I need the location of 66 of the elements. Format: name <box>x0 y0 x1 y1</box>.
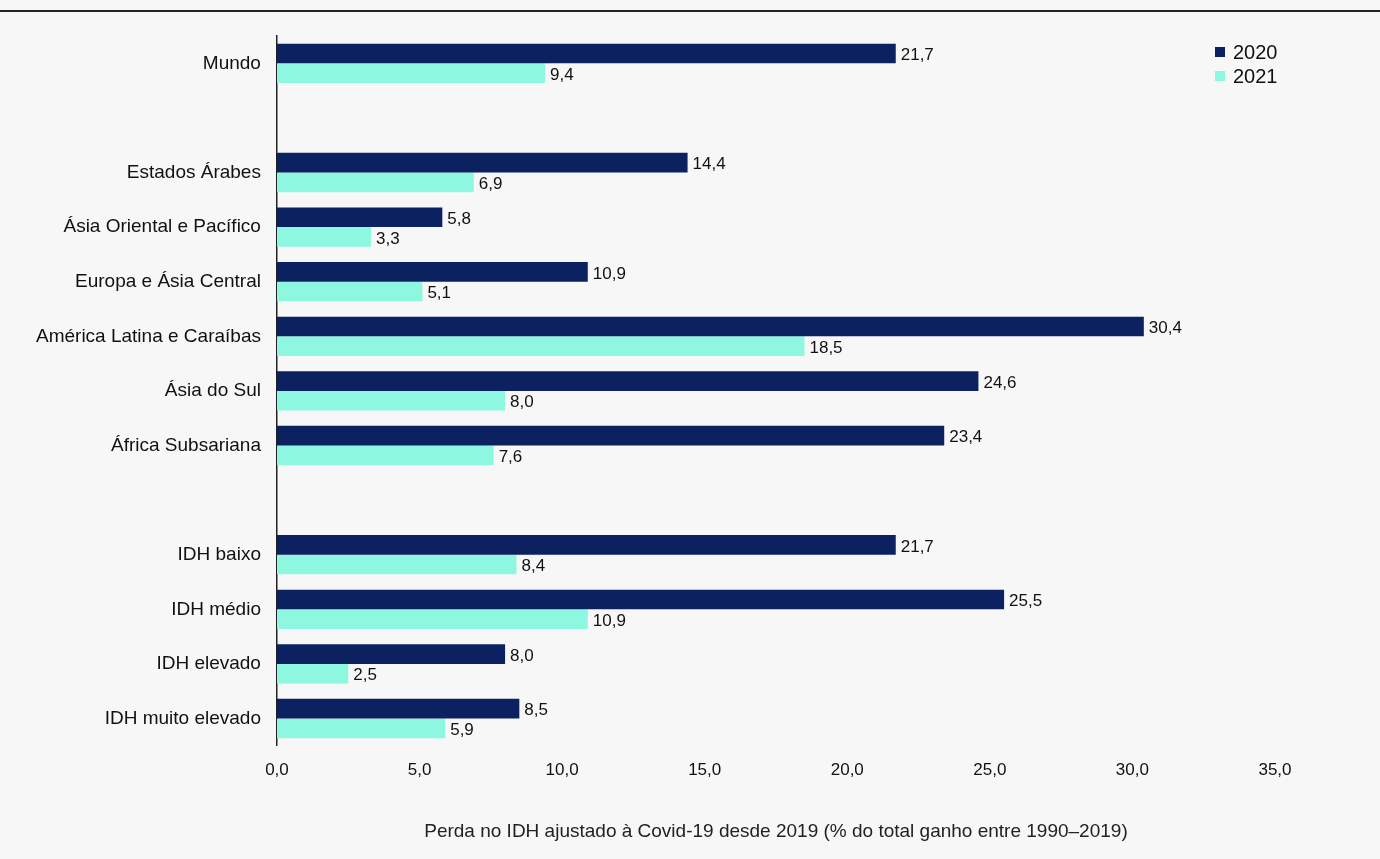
data-label: 5,1 <box>427 283 452 303</box>
data-label: 7,6 <box>498 447 523 467</box>
bar <box>276 316 1144 337</box>
y-tick-label: Ásia Oriental e Pacífico <box>63 215 261 237</box>
data-label: 21,7 <box>900 536 934 556</box>
bar <box>276 554 517 575</box>
y-tick-label: Ásia do Sul <box>164 379 261 401</box>
data-label: 23,4 <box>949 427 983 447</box>
data-label: 21,7 <box>900 45 934 65</box>
y-tick-label: América Latina e Caraíbas <box>35 324 261 346</box>
y-tick-label: Mundo <box>202 51 261 73</box>
x-tick-label: 35,0 <box>1258 759 1292 779</box>
bar <box>276 227 372 247</box>
data-label: 10,9 <box>592 263 626 283</box>
bar <box>276 589 1005 610</box>
y-tick-label: Estados Árabes <box>126 160 261 182</box>
data-label: 2,5 <box>353 665 377 685</box>
x-axis-title: Perda no IDH ajustado à Covid-19 desde 2019 (% do total ganho entre 1990–2019) <box>424 819 1128 841</box>
data-label: 30,4 <box>1148 318 1182 338</box>
x-tick-label: 20,0 <box>830 759 864 779</box>
data-label: 5,8 <box>447 208 471 228</box>
bar <box>276 172 474 193</box>
bar <box>276 445 494 466</box>
data-label: 10,9 <box>592 610 626 630</box>
x-tick-label: 25,0 <box>973 759 1007 779</box>
data-label: 6,9 <box>478 174 503 194</box>
y-tick-label: Europa e Ásia Central <box>75 269 261 291</box>
y-tick-label: IDH médio <box>171 597 261 619</box>
x-tick-label: 0,0 <box>265 759 289 779</box>
legend-label: 2021 <box>1233 64 1278 87</box>
data-label: 8,5 <box>524 700 548 720</box>
data-label: 24,6 <box>983 372 1017 392</box>
data-label: 14,4 <box>692 154 726 174</box>
bar <box>276 698 520 719</box>
y-tick-label: IDH muito elevado <box>104 706 261 728</box>
bar <box>276 336 805 356</box>
data-label: 3,3 <box>376 228 400 248</box>
x-tick-label: 15,0 <box>688 759 722 779</box>
x-tick-label: 5,0 <box>407 759 432 779</box>
data-label: 8,0 <box>510 645 534 665</box>
bar <box>276 663 349 684</box>
bar <box>276 609 588 629</box>
x-tick-label: 10,0 <box>545 759 579 779</box>
bar <box>276 425 945 446</box>
bar <box>276 281 423 302</box>
bar <box>276 535 896 555</box>
bar <box>276 371 979 391</box>
legend-label: 2020 <box>1233 40 1278 63</box>
x-tick-label: 30,0 <box>1115 759 1149 779</box>
bar <box>276 43 896 64</box>
bar <box>276 390 506 411</box>
bar <box>276 718 446 739</box>
bar <box>276 152 688 173</box>
data-label: 8,0 <box>510 392 534 412</box>
data-label: 9,4 <box>550 64 574 84</box>
bar <box>276 207 443 228</box>
data-label: 8,4 <box>521 556 546 576</box>
bar <box>276 644 506 664</box>
data-label: 18,5 <box>809 337 843 357</box>
bar <box>276 63 545 83</box>
bar <box>276 262 588 282</box>
data-label: 25,5 <box>1009 591 1043 611</box>
y-tick-label: África Subsariana <box>110 433 262 455</box>
data-label: 5,9 <box>450 720 474 740</box>
y-tick-label: IDH elevado <box>156 652 261 674</box>
y-tick-label: IDH baixo <box>177 542 261 564</box>
